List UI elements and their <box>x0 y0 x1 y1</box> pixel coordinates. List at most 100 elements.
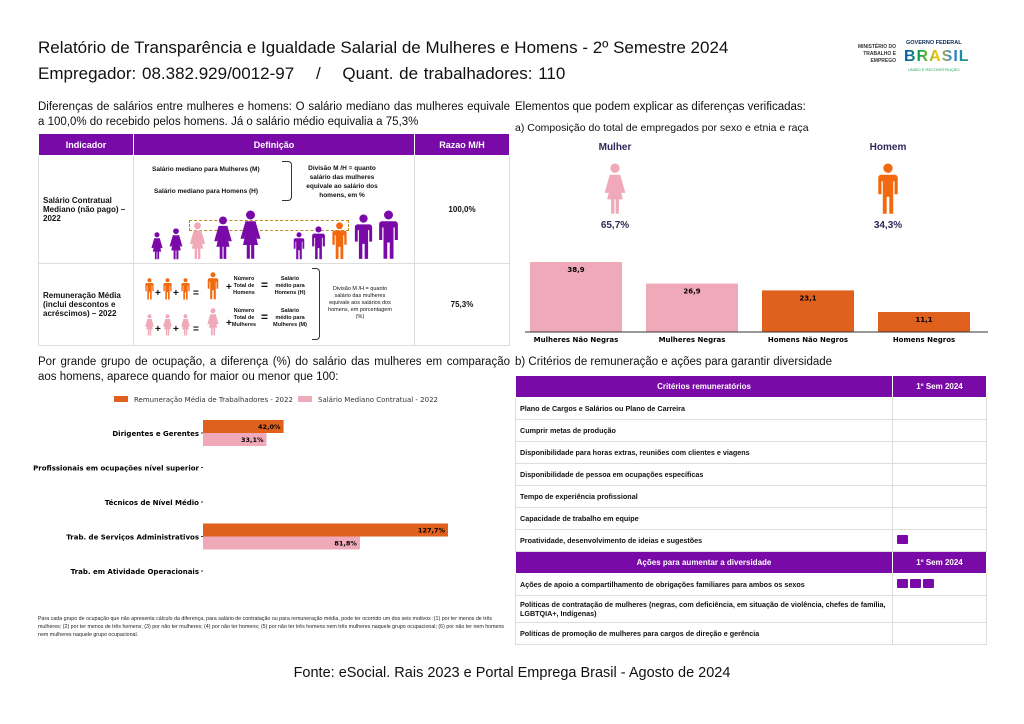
criteria-value <box>892 397 987 420</box>
col-ratio: Razao M/H <box>414 133 510 156</box>
svg-text:+: + <box>226 318 232 329</box>
ratio-median: 100,0% <box>414 155 510 264</box>
criteria-value <box>892 485 987 508</box>
svg-text:+: + <box>226 282 232 293</box>
action-row: Políticas de promoção de mulheres para c… <box>515 622 987 645</box>
criteria-label: Capacidade de trabalho em equipe <box>515 507 893 530</box>
svg-text:+: + <box>173 288 179 299</box>
action-label: Políticas de contratação de mulheres (ne… <box>515 595 893 623</box>
occupation-bar-chart: Remuneração Média de Trabalhadores - 202… <box>33 396 448 576</box>
criteria-value <box>892 529 987 552</box>
legend-swatch <box>114 396 128 402</box>
salary-difference-intro: Diferenças de salários entre mulheres e … <box>38 101 510 128</box>
criteria-label: Cumprir metas de produção <box>515 419 893 442</box>
bar-category-label: Mulheres Não Negras <box>534 336 619 344</box>
total-men-label: Número Total de Homens <box>233 276 255 296</box>
median-highlight-box <box>189 220 349 231</box>
category-label: Dirigentes e Gerentes <box>112 430 199 438</box>
bar-1 <box>646 283 738 332</box>
action-value <box>892 573 987 596</box>
action-row: Ações de apoio a compartilhamento de obr… <box>515 573 987 596</box>
legend-label: Salário Mediano Contratual - 2022 <box>318 396 438 404</box>
def-median-men: Salário mediano para Homens (H) <box>154 188 259 195</box>
criteria-value <box>892 441 987 464</box>
bar-value-label: 33,1% <box>241 436 264 444</box>
criteria-value <box>892 463 987 486</box>
indicator-table: Indicador Definição Razao M/H Salário Cont… <box>38 133 510 346</box>
woman-icon <box>169 228 183 260</box>
criteria-row: Disponibilidade de pessoa em ocupações e… <box>515 463 987 486</box>
gov-logo-text: GOVERNO FEDERAL <box>906 40 962 46</box>
occupation-intro: Por grande grupo de ocupação, a diferenç… <box>38 356 510 383</box>
def-division-average: Divisão M /H = quanto salário das mulher… <box>328 286 392 320</box>
bar-value-label: 127,7% <box>418 527 446 535</box>
composition-bar-chart: 38,9 Mulheres Não Negras 26,9 Mulheres Negr… <box>525 262 988 344</box>
svg-text:=: = <box>193 324 199 335</box>
composition-title: a) Composição do total de empregados por… <box>515 122 809 134</box>
svg-text:+: + <box>155 324 161 335</box>
man-icon <box>878 163 898 214</box>
ratio-average: 75,3% <box>414 263 510 346</box>
criteria-table: Critérios remuneratórios 1º Sem 2024 Plano… <box>515 375 987 645</box>
indicator-average: Remuneração Média (inclui descontos e ac… <box>38 263 134 346</box>
criteria-row: Cumprir metas de produção <box>515 419 987 442</box>
marker-icon <box>910 579 921 588</box>
brasil-logo: BRASIL <box>904 48 970 65</box>
criteria-row: Disponibilidade para horas extras, reuni… <box>515 441 987 464</box>
man-summary: Homem 34,3% <box>853 142 923 231</box>
man-icon <box>312 226 325 260</box>
woman-percent: 65,7% <box>600 220 630 231</box>
woman-summary: Mulher 65,7% <box>580 142 650 231</box>
criteria-label: Disponibilidade para horas extras, reuni… <box>515 441 893 464</box>
bar-0-3 <box>203 523 448 537</box>
woman-icon <box>604 163 626 214</box>
legend-swatch <box>298 396 312 402</box>
people-illustration <box>151 210 398 260</box>
source-footer: Fonte: eSocial. Rais 2023 e Portal Empre… <box>293 665 731 681</box>
marker-icon <box>923 579 934 588</box>
avg-women-label: Salário médio para Mulheres (M) <box>273 308 307 328</box>
slogan-text: UNIÃO E RECONSTRUÇÃO <box>908 67 960 72</box>
criteria-row: Plano de Cargos e Salários ou Plano de C… <box>515 397 987 420</box>
criteria-value <box>892 419 987 442</box>
criteria-header: Critérios remuneratórios <box>515 375 893 398</box>
elements-intro: Elementos que podem explicar as diferenç… <box>515 101 806 113</box>
bar-category-label: Homens Não Negros <box>768 336 848 344</box>
bar-value-label: 23,1 <box>799 294 816 302</box>
category-label: Técnicos de Nível Médio <box>105 499 199 507</box>
criteria-row: Tempo de experiência profissional <box>515 485 987 508</box>
def-division: Divisão M /H = quanto salário das mulher… <box>306 165 378 199</box>
svg-text:+: + <box>173 324 179 335</box>
marker-icon <box>897 579 908 588</box>
action-value <box>892 595 987 623</box>
ministry-logo-text: MINISTÉRIO DO TRABALHO E EMPREGO <box>857 44 896 64</box>
bracket <box>282 161 292 201</box>
definition-median: Salário mediano para Mulheres (M) Salári… <box>133 155 415 264</box>
definition-average: + + = + + + = + Número Total de Homens = Salári… <box>133 263 415 346</box>
action-row: Políticas de contratação de mulheres (ne… <box>515 595 987 623</box>
bar-0-0 <box>203 420 284 433</box>
man-icon <box>354 214 373 259</box>
bar-value-label: 11,1 <box>915 316 932 324</box>
bar-1-0 <box>203 433 267 446</box>
bar-0 <box>530 262 622 332</box>
criteria-label: Proatividade, desenvolvimento de ideias … <box>515 529 893 552</box>
man-label: Homem <box>869 142 907 153</box>
woman-icon <box>151 232 163 260</box>
woman-icon <box>189 222 206 260</box>
bar-2 <box>762 290 854 332</box>
criteria-value <box>892 507 987 530</box>
man-icon <box>293 232 305 260</box>
action-header: Ações para aumentar a diversidade <box>515 551 893 574</box>
bar-value-label: 81,8% <box>334 540 357 548</box>
bar-category-label: Mulheres Negras <box>659 336 726 344</box>
indicator-median: Salário Contratual Mediano (não pago) – … <box>38 155 134 264</box>
bar-1-3 <box>203 536 360 550</box>
bar-value-label: 26,9 <box>683 288 700 296</box>
bracket <box>312 268 320 340</box>
action-label: Políticas de promoção de mulheres para c… <box>515 622 893 645</box>
criteria-label: Disponibilidade de pessoa em ocupações e… <box>515 463 893 486</box>
col-indicator: Indicador <box>38 133 134 156</box>
report-title: Relatório de Transparência e Igualdade S… <box>38 38 729 57</box>
col-definition: Definição <box>133 133 415 156</box>
